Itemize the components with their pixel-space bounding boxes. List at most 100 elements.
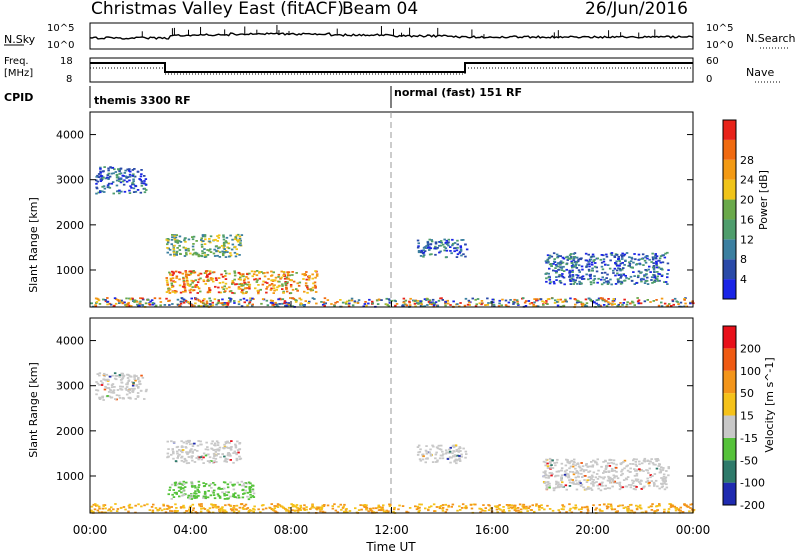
echo-cell (446, 299, 449, 302)
echo-cell (211, 304, 215, 307)
echo-cell (217, 300, 220, 303)
echo-cell (120, 299, 123, 302)
echo-cell (178, 482, 181, 485)
echo-cell (464, 456, 467, 459)
echo-cell (539, 298, 543, 300)
echo-cell (601, 276, 604, 279)
echo-cell (239, 298, 242, 301)
echo-cell (671, 299, 674, 302)
echo-cell (202, 305, 206, 307)
echo-cell (182, 281, 186, 283)
echo-cell (429, 247, 433, 250)
ytick-label: 4000 (56, 129, 84, 142)
echo-cell (555, 483, 558, 486)
echo-cell (115, 179, 119, 182)
echo-cell (342, 505, 345, 508)
echo-cell (216, 240, 219, 242)
echo-cell (382, 510, 386, 513)
echo-cell (97, 191, 100, 194)
echo-cell (438, 457, 442, 460)
echo-cell (246, 283, 249, 286)
echo-cell (136, 189, 140, 191)
echo-cell (543, 472, 547, 474)
echo-cell (208, 289, 212, 292)
colorbar-tick: 50 (740, 387, 754, 400)
echo-cell (616, 482, 619, 484)
echo-cell (565, 458, 568, 461)
echo-cell (628, 264, 631, 267)
echo-cell (167, 448, 170, 450)
colorbar-tick: 16 (740, 213, 754, 226)
echo-cell (679, 506, 682, 509)
echo-cell (438, 507, 442, 510)
echo-cell (608, 487, 612, 490)
echo-cell (242, 488, 245, 491)
echo-cell (598, 508, 602, 511)
echo-cell (253, 270, 257, 273)
echo-cell (423, 305, 426, 308)
echo-cell (190, 493, 193, 496)
echo-cell (129, 298, 132, 301)
echo-cell (550, 474, 553, 477)
echo-cell (232, 452, 235, 454)
echo-cell (222, 447, 225, 449)
echo-cell (597, 297, 601, 300)
echo-cell (525, 507, 528, 510)
echo-cell (557, 265, 560, 268)
echo-cell (679, 301, 683, 304)
echo-cell (495, 508, 499, 511)
echo-cell (438, 506, 441, 508)
echo-cell (628, 256, 631, 259)
echo-cell (170, 440, 173, 443)
echo-cell (574, 467, 577, 470)
echo-cell (584, 488, 587, 491)
echo-cell (102, 378, 105, 381)
echo-cell (128, 506, 131, 509)
colorbar-segment (723, 437, 736, 461)
echo-cell (182, 301, 186, 304)
echo-cell (691, 503, 694, 506)
echo-cell (201, 299, 205, 302)
echo-cell (560, 508, 564, 510)
echo-cell (248, 301, 252, 304)
echo-cell (133, 376, 136, 378)
echo-cell (194, 302, 197, 305)
echo-cell (663, 480, 667, 483)
echo-cell (658, 257, 662, 260)
echo-cell (128, 179, 131, 182)
echo-cell (631, 479, 634, 482)
echo-cell (166, 239, 170, 242)
echo-cell (417, 245, 420, 248)
echo-cell (676, 301, 679, 303)
xtick-label: 20:00 (575, 523, 610, 537)
echo-cell (286, 509, 289, 512)
echo-cell (110, 396, 114, 399)
echo-cell (540, 504, 543, 507)
echo-cell (235, 504, 239, 507)
echo-cell (591, 481, 594, 483)
echo-cell (418, 451, 422, 453)
echo-cell (617, 303, 620, 306)
colorbar-tick: 100 (740, 365, 761, 378)
echo-cell (126, 176, 130, 178)
echo-cell (557, 481, 560, 484)
echo-cell (404, 303, 407, 306)
echo-cell (606, 283, 610, 285)
echo-cell (644, 280, 647, 283)
echo-cell (238, 237, 242, 240)
echo-cell (552, 263, 555, 265)
echo-cell (459, 250, 463, 252)
echo-cell (120, 301, 123, 304)
echo-cell (429, 453, 433, 456)
echo-cell (101, 396, 104, 399)
echo-cell (425, 299, 428, 301)
echo-cell (501, 510, 505, 513)
echo-cell (511, 506, 514, 509)
echo-cell (209, 248, 212, 251)
echo-cell (429, 243, 433, 245)
echo-cell (565, 472, 568, 475)
echo-cell (548, 254, 552, 257)
echo-cell (574, 483, 578, 485)
echo-cell (200, 458, 204, 461)
echo-cell (196, 444, 200, 447)
